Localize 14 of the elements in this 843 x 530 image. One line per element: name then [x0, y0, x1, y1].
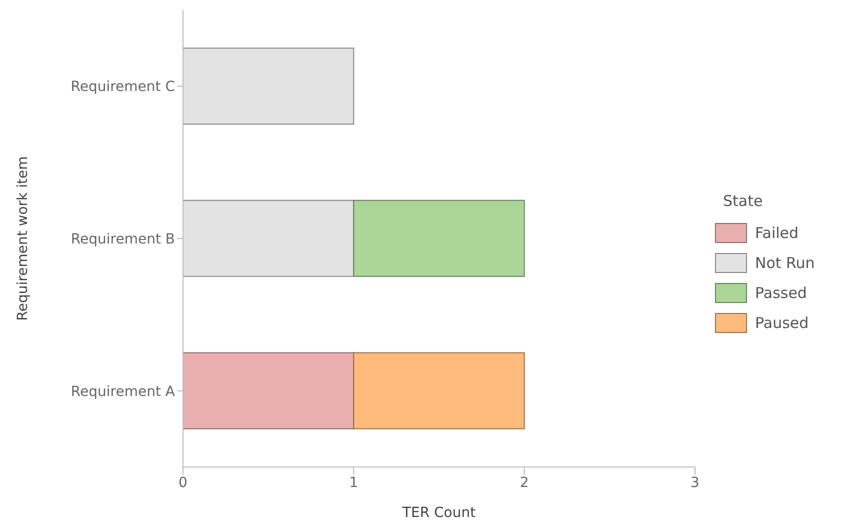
- legend-label: Failed: [755, 224, 799, 242]
- y-tick-label: Requirement A: [70, 384, 176, 400]
- x-tick-label: 1: [349, 474, 358, 491]
- legend-title: State: [723, 192, 764, 210]
- legend-label: Paused: [755, 314, 809, 332]
- x-tick-label: 2: [520, 474, 529, 491]
- x-tick-label: 3: [690, 474, 700, 491]
- y-tick-label: Requirement B: [70, 231, 175, 248]
- y-axis-title: Requirement work item: [14, 156, 31, 321]
- legend-label: Passed: [755, 284, 807, 302]
- x-tick-label: 0: [178, 474, 188, 491]
- y-tick-label: Requirement C: [70, 79, 176, 96]
- legend-label: Not Run: [755, 254, 815, 272]
- x-axis-title: TER Count: [401, 505, 476, 521]
